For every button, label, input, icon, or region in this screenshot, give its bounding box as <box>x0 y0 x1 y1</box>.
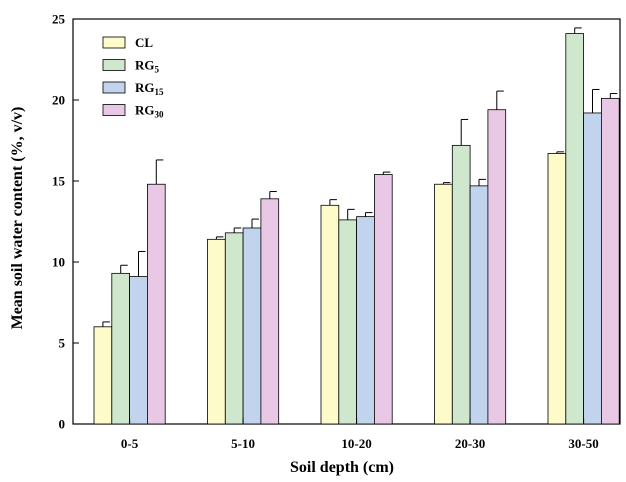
y-tick-label: 20 <box>52 93 65 108</box>
bar-RG30-10-20 <box>373 174 393 425</box>
bar-CL-0-5 <box>93 326 113 425</box>
x-tick-label: 0-5 <box>121 436 139 451</box>
y-tick-label: 0 <box>59 417 66 432</box>
bar-RG30-30-50 <box>601 97 620 425</box>
y-tick-label: 15 <box>52 174 66 189</box>
bar-RG15-10-20 <box>356 216 375 425</box>
x-axis-title: Soil depth (cm) <box>290 459 394 476</box>
bar-RG15-0-5 <box>129 276 148 425</box>
y-tick-label: 25 <box>52 12 66 27</box>
bar-RG30-20-30 <box>487 109 507 425</box>
x-tick-label: 10-20 <box>341 436 371 451</box>
legend-swatch-CL <box>102 36 126 49</box>
legend-swatch-RG5 <box>102 59 126 71</box>
bar-CL-30-50 <box>547 153 567 425</box>
bar-RG5-10-20 <box>338 219 357 425</box>
legend-label-CL: CL <box>135 35 153 50</box>
bar-RG5-5-10 <box>224 232 244 425</box>
legend-label-RG15: RG15 <box>135 80 164 97</box>
legend-swatch-RG15 <box>102 81 126 94</box>
bar-RG5-20-30 <box>451 144 471 425</box>
legend-swatch-RG30 <box>102 104 126 116</box>
x-tick-label: 20-30 <box>455 436 485 451</box>
bar-RG30-0-5 <box>146 183 166 425</box>
x-tick-label: 30-50 <box>568 436 598 451</box>
bar-CL-10-20 <box>320 204 340 425</box>
bar-RG30-5-10 <box>260 198 280 425</box>
bar-RG5-30-50 <box>565 33 584 425</box>
bars-layer <box>93 27 620 425</box>
bar-CL-20-30 <box>434 183 453 425</box>
bar-RG15-30-50 <box>583 112 602 425</box>
y-axis-title: Mean soil water content (%, v/v) <box>9 107 26 330</box>
x-tick-label: 5-10 <box>231 436 255 451</box>
y-tick-label: 5 <box>59 336 66 351</box>
legend-label-RG30: RG30 <box>135 103 164 120</box>
bar-RG15-5-10 <box>242 227 262 425</box>
legend-label-RG5: RG5 <box>135 58 160 75</box>
y-tick-label: 10 <box>52 255 65 270</box>
bar-CL-5-10 <box>207 238 226 425</box>
bar-RG5-0-5 <box>111 272 131 425</box>
bar-RG15-20-30 <box>469 185 489 425</box>
axes-layer: 0 5 10 15 20 25 0-5 5-10 10-20 20-30 30-50 <box>52 12 599 452</box>
legend: CL RG5 RG15 RG30 <box>102 35 164 120</box>
